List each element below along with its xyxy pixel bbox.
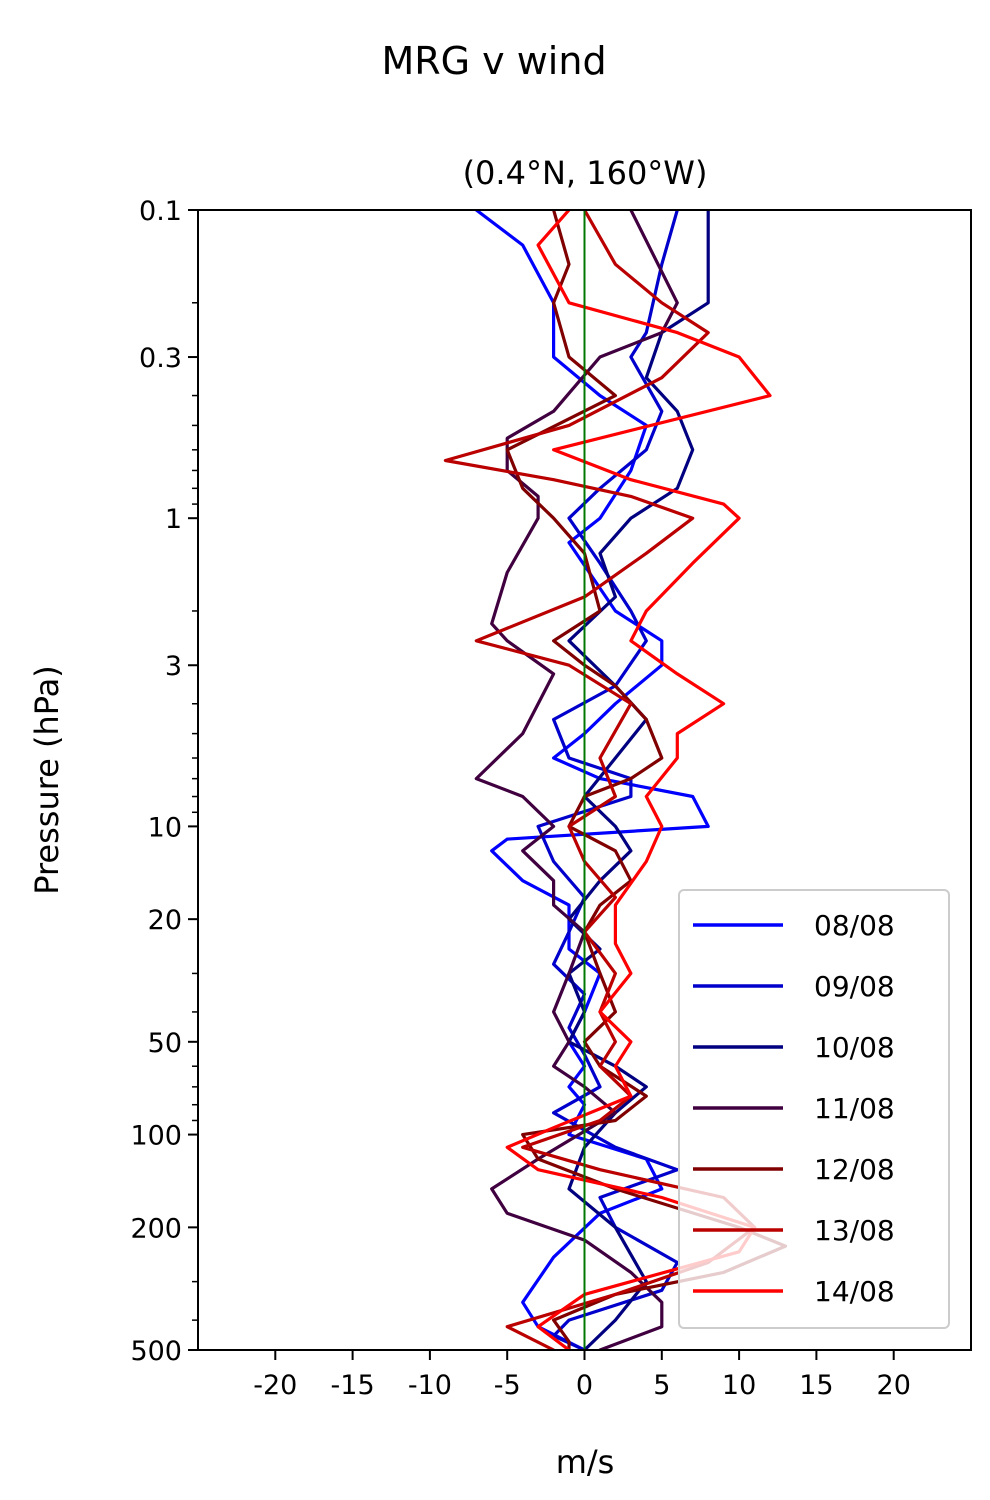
y-tick-label: 200: [130, 1213, 182, 1244]
legend-label: 14/08: [814, 1275, 895, 1308]
x-axis-ticks: -20 -15 -10 -5 0 5 10 15 20: [253, 1350, 911, 1401]
series-line-11-08: [474, 210, 679, 1350]
legend-label: 10/08: [814, 1031, 895, 1064]
legend-box: [678, 889, 950, 1329]
x-tick-label: 10: [722, 1370, 756, 1401]
series-line-10-08: [567, 210, 710, 1350]
chart-title: MRG v wind: [381, 39, 606, 83]
x-axis-label: m/s: [556, 1443, 615, 1481]
x-tick-label: 0: [576, 1370, 593, 1401]
legend-label: 11/08: [814, 1092, 895, 1125]
x-tick-label: 20: [877, 1370, 911, 1401]
x-tick-label: -5: [494, 1370, 521, 1401]
series-lines: [443, 210, 788, 1350]
legend-label: 09/08: [814, 970, 895, 1003]
series-line-14-08: [505, 210, 772, 1350]
legend: 08/08 09/08 10/08 11/08 12/08 13/08 14/08: [678, 889, 950, 1329]
x-tick-label: -20: [253, 1370, 297, 1401]
legend-label: 12/08: [814, 1153, 895, 1186]
series-line-09-08: [536, 210, 679, 1350]
legend-label: 13/08: [814, 1214, 895, 1247]
legend-label: 08/08: [814, 909, 895, 942]
y-tick-label: 100: [130, 1121, 182, 1152]
x-tick-label: -10: [408, 1370, 452, 1401]
y-axis-label: Pressure (hPa): [28, 665, 66, 895]
y-tick-label: 3: [165, 651, 182, 682]
series-line-13-08: [443, 210, 757, 1350]
x-tick-label: 5: [653, 1370, 670, 1401]
y-tick-label: 10: [148, 812, 182, 843]
y-tick-label: 0.3: [139, 343, 182, 374]
y-tick-label: 500: [130, 1336, 182, 1367]
y-axis-ticks: 0.1 0.3 1 3 10 20 50 100 200 500: [130, 196, 198, 1367]
chart-subtitle: (0.4°N, 160°W): [463, 154, 708, 192]
x-tick-label: 15: [799, 1370, 833, 1401]
y-tick-label: 20: [148, 905, 182, 936]
y-tick-label: 50: [148, 1028, 182, 1059]
y-tick-label: 0.1: [139, 196, 182, 227]
y-tick-label: 1: [165, 504, 182, 535]
x-tick-label: -15: [331, 1370, 375, 1401]
